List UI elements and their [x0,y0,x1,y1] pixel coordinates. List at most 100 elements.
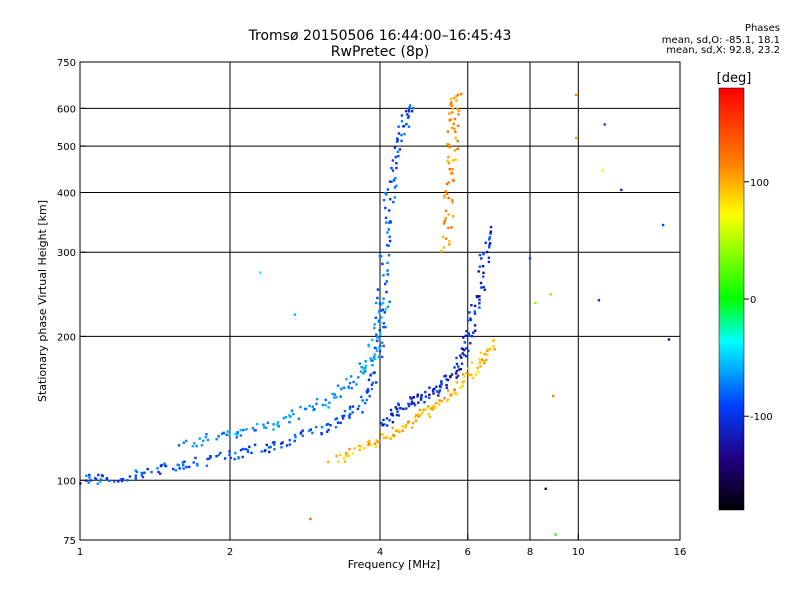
data-point [492,338,495,342]
data-point [534,301,537,305]
y-tick-label: 200 [57,332,76,343]
data-point [434,401,438,405]
data-point [431,408,434,411]
data-point [467,367,470,370]
data-point [383,311,386,314]
data-point [464,372,468,375]
data-point [343,460,347,463]
data-point [409,396,412,399]
data-point [309,428,312,431]
data-point [365,398,368,402]
data-point [299,432,302,435]
data-point [551,394,555,398]
data-point [474,373,478,376]
data-point [284,416,288,419]
data-point [386,424,389,427]
data-point [248,445,251,448]
data-point [206,438,210,442]
data-point [470,374,473,377]
data-point [479,351,483,355]
data-point [386,244,389,247]
data-point [416,395,419,398]
data-point [459,368,463,371]
data-point [417,401,420,404]
data-point [443,196,446,199]
data-point [391,421,395,424]
data-point [411,426,414,429]
data-point [554,533,557,536]
data-point [134,474,137,477]
data-point [432,392,435,395]
data-point [347,385,350,388]
data-point [324,398,327,401]
data-point [528,257,532,260]
y-tick-label: 75 [63,536,76,547]
data-point [438,389,442,392]
data-point [390,413,393,416]
data-point [461,373,465,376]
data-point [326,430,329,433]
data-point [476,366,479,370]
data-point [334,418,337,421]
data-point [150,470,153,474]
data-point [447,213,450,216]
data-point [420,396,423,399]
data-point [206,457,209,461]
data-point [385,290,388,294]
data-point [328,401,331,404]
data-point [327,460,330,464]
y-axis-label: Stationary phase Virtual Height [km] [36,200,49,402]
data-point [440,249,443,253]
data-point [263,449,266,453]
data-point [390,166,393,170]
data-point [357,404,361,408]
data-point [421,411,424,414]
data-point [455,369,458,373]
data-point [408,106,411,109]
data-point [389,408,393,412]
data-point [85,479,88,482]
data-point [386,261,389,265]
data-point [378,311,381,314]
data-point [435,385,438,388]
data-point [446,398,450,401]
data-point [388,419,391,422]
data-point [409,104,412,107]
data-point [470,304,473,307]
data-point [141,475,145,479]
data-point [403,132,406,136]
data-point [350,387,353,390]
data-point [97,473,100,477]
data-point [311,405,314,408]
data-point [456,124,460,127]
data-point [391,426,394,430]
data-point [384,216,388,219]
data-point [451,168,454,171]
data-point [667,338,671,341]
data-point [324,404,327,407]
data-point [269,445,272,449]
data-point [470,335,474,338]
data-point [478,358,481,361]
data-point [265,443,268,447]
data-point [234,432,237,436]
data-point [331,392,334,396]
data-point [477,270,480,273]
data-point [217,435,220,438]
data-point [236,433,239,436]
data-point [384,206,387,210]
data-point [488,244,491,247]
data-point [345,378,348,381]
data-point [235,436,238,439]
data-point [377,320,380,323]
stats-heading: Phases [744,23,780,34]
data-point [226,430,229,433]
data-point [364,370,367,373]
data-point [428,393,431,396]
data-point [442,222,446,225]
data-point [204,435,207,439]
data-point [370,387,374,391]
data-point [266,421,269,424]
data-point [448,112,451,115]
